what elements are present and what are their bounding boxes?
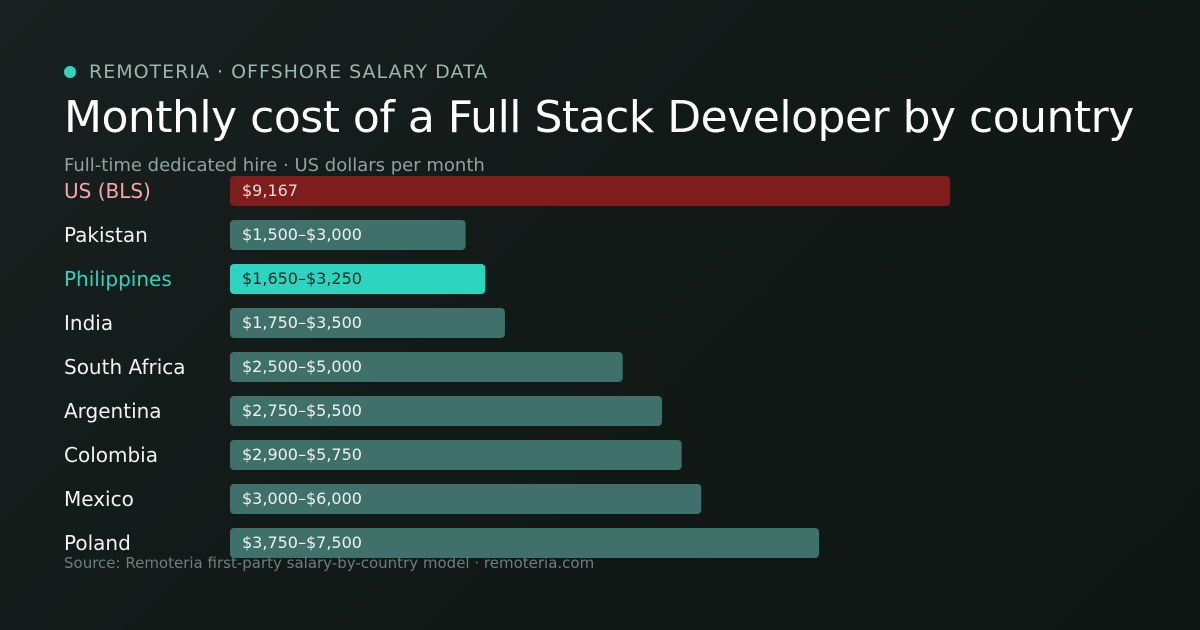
value-label-pakistan: $1,500–$3,000 xyxy=(242,225,362,244)
value-label-argentina: $2,750–$5,500 xyxy=(242,401,362,420)
bar-south-africa xyxy=(230,352,623,382)
bar-mexico xyxy=(230,484,702,514)
category-label-south-africa: South Africa xyxy=(64,355,186,379)
chart-subtitle: Full-time dedicated hire · US dollars pe… xyxy=(64,155,485,176)
value-label-colombia: $2,900–$5,750 xyxy=(242,445,362,464)
category-label-philippines: Philippines xyxy=(64,267,172,291)
value-label-philippines: $1,650–$3,250 xyxy=(242,269,362,288)
category-label-us-bls: US (BLS) xyxy=(64,179,151,203)
bar-us-bls xyxy=(230,176,950,206)
brand-dot-icon xyxy=(64,66,76,78)
brand-row: REMOTERIA · OFFSHORE SALARY DATA xyxy=(64,60,488,84)
value-label-south-africa: $2,500–$5,000 xyxy=(242,357,362,376)
bar-argentina xyxy=(230,396,662,426)
value-label-poland: $3,750–$7,500 xyxy=(242,533,362,552)
chart-title: Monthly cost of a Full Stack Developer b… xyxy=(64,92,1134,143)
category-label-mexico: Mexico xyxy=(64,487,134,511)
bar-poland xyxy=(230,528,820,558)
brand-label: REMOTERIA · OFFSHORE SALARY DATA xyxy=(89,61,489,83)
bar-philippines xyxy=(230,264,486,294)
bar-india xyxy=(230,308,505,338)
category-label-india: India xyxy=(64,311,113,335)
category-label-colombia: Colombia xyxy=(64,443,158,467)
value-label-india: $1,750–$3,500 xyxy=(242,313,362,332)
source-note: Source: Remoteria first-party salary-by-… xyxy=(64,554,595,572)
category-label-poland: Poland xyxy=(64,531,131,555)
bar-colombia xyxy=(230,440,682,470)
value-label-us-bls: $9,167 xyxy=(242,181,298,200)
category-label-argentina: Argentina xyxy=(64,399,162,423)
bar-pakistan xyxy=(230,220,466,250)
category-label-pakistan: Pakistan xyxy=(64,223,148,247)
value-label-mexico: $3,000–$6,000 xyxy=(242,489,362,508)
